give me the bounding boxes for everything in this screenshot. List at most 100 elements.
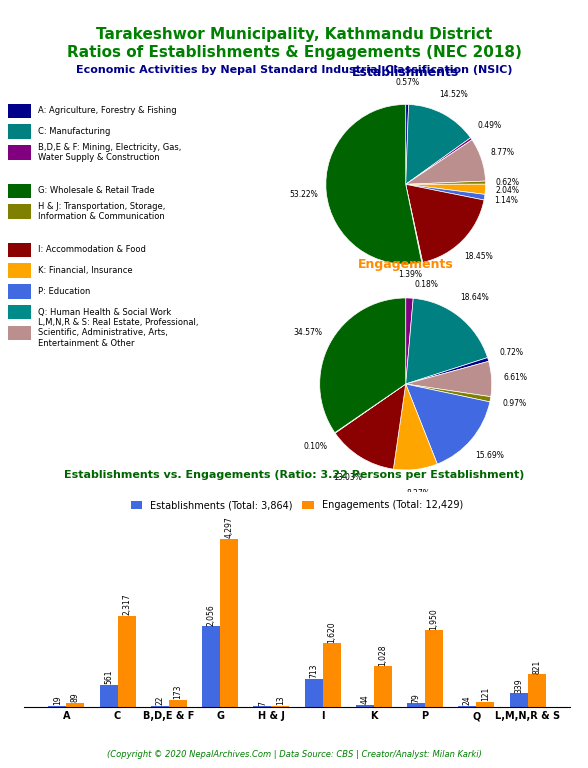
Text: 0.97%: 0.97%: [502, 399, 526, 408]
Text: 7: 7: [258, 701, 267, 706]
Wedge shape: [406, 137, 472, 184]
Text: Establishments vs. Engagements (Ratio: 3.22 Persons per Establishment): Establishments vs. Engagements (Ratio: 3…: [64, 470, 524, 480]
Title: Establishments: Establishments: [352, 66, 459, 79]
Text: 34.57%: 34.57%: [294, 328, 323, 337]
Text: 0.10%: 0.10%: [303, 442, 327, 451]
Wedge shape: [406, 184, 484, 263]
Text: K: Financial, Insurance: K: Financial, Insurance: [38, 266, 133, 275]
FancyBboxPatch shape: [8, 124, 31, 139]
Text: (Copyright © 2020 NepalArchives.Com | Data Source: CBS | Creator/Analyst: Milan : (Copyright © 2020 NepalArchives.Com | Da…: [106, 750, 482, 759]
Wedge shape: [406, 184, 423, 263]
FancyBboxPatch shape: [8, 305, 31, 319]
Text: 1.14%: 1.14%: [495, 197, 519, 205]
Text: 6.61%: 6.61%: [504, 373, 527, 382]
Text: C: Manufacturing: C: Manufacturing: [38, 127, 111, 136]
Bar: [356, 705, 374, 707]
Text: 173: 173: [173, 685, 182, 699]
Wedge shape: [406, 184, 485, 200]
Bar: [66, 703, 84, 707]
Text: L,M,N,R & S: Real Estate, Professional,
Scientific, Administrative, Arts,
Entert: L,M,N,R & S: Real Estate, Professional, …: [38, 318, 199, 348]
Wedge shape: [406, 104, 409, 184]
Text: 44: 44: [360, 694, 369, 704]
Bar: [476, 702, 495, 707]
Bar: [151, 706, 169, 707]
Text: P: Education: P: Education: [38, 287, 91, 296]
FancyBboxPatch shape: [8, 145, 31, 160]
FancyBboxPatch shape: [8, 104, 31, 118]
Wedge shape: [335, 384, 406, 433]
Bar: [510, 694, 527, 707]
FancyBboxPatch shape: [8, 326, 31, 340]
Bar: [407, 703, 425, 707]
Text: 561: 561: [104, 670, 113, 684]
Text: 14.52%: 14.52%: [440, 90, 469, 99]
FancyBboxPatch shape: [8, 263, 31, 278]
Text: 1,950: 1,950: [430, 608, 439, 630]
Text: 2,317: 2,317: [122, 594, 131, 615]
Wedge shape: [406, 298, 487, 384]
Text: I: Accommodation & Food: I: Accommodation & Food: [38, 246, 146, 254]
FancyBboxPatch shape: [8, 204, 31, 219]
Text: 1.39%: 1.39%: [399, 270, 423, 279]
Bar: [425, 631, 443, 707]
Text: 15.69%: 15.69%: [475, 451, 504, 459]
Legend: Establishments (Total: 3,864), Engagements (Total: 12,429): Establishments (Total: 3,864), Engagemen…: [127, 496, 467, 514]
Wedge shape: [393, 384, 437, 470]
Bar: [323, 644, 340, 707]
Text: 13: 13: [276, 696, 285, 706]
Title: Engagements: Engagements: [358, 258, 453, 271]
Text: Ratios of Establishments & Engagements (NEC 2018): Ratios of Establishments & Engagements (…: [66, 45, 522, 60]
Wedge shape: [406, 358, 489, 384]
Text: 19: 19: [53, 696, 62, 705]
Wedge shape: [406, 298, 413, 384]
Text: 2.04%: 2.04%: [496, 186, 520, 195]
Text: 0.49%: 0.49%: [477, 121, 502, 131]
Text: 13.03%: 13.03%: [333, 473, 362, 482]
Text: 339: 339: [514, 678, 523, 693]
Text: A: Agriculture, Forestry & Fishing: A: Agriculture, Forestry & Fishing: [38, 107, 176, 115]
Text: 0.57%: 0.57%: [396, 78, 420, 87]
Wedge shape: [406, 104, 470, 184]
Text: 713: 713: [309, 664, 318, 678]
Text: H & J: Transportation, Storage,
Information & Communication: H & J: Transportation, Storage, Informat…: [38, 202, 165, 221]
Bar: [169, 700, 187, 707]
FancyBboxPatch shape: [8, 284, 31, 299]
Text: Q: Human Health & Social Work: Q: Human Health & Social Work: [38, 308, 171, 316]
Text: B,D,E & F: Mining, Electricity, Gas,
Water Supply & Construction: B,D,E & F: Mining, Electricity, Gas, Wat…: [38, 143, 181, 162]
Text: 18.45%: 18.45%: [464, 252, 493, 260]
Bar: [459, 706, 476, 707]
Wedge shape: [406, 384, 491, 402]
Bar: [527, 674, 546, 707]
Bar: [118, 616, 135, 707]
Bar: [99, 684, 118, 707]
Text: 121: 121: [481, 687, 490, 701]
Text: 53.22%: 53.22%: [290, 190, 318, 199]
Text: Tarakeshwor Municipality, Kathmandu District: Tarakeshwor Municipality, Kathmandu Dist…: [96, 27, 492, 42]
Bar: [374, 667, 392, 707]
Text: 24: 24: [463, 695, 472, 705]
Wedge shape: [335, 384, 406, 469]
Bar: [305, 679, 323, 707]
Wedge shape: [326, 104, 422, 264]
Text: 4,297: 4,297: [225, 516, 233, 538]
Text: G: Wholesale & Retail Trade: G: Wholesale & Retail Trade: [38, 187, 155, 195]
Wedge shape: [406, 384, 490, 464]
Wedge shape: [406, 181, 486, 184]
Text: 0.62%: 0.62%: [496, 177, 520, 187]
Text: 8.77%: 8.77%: [491, 148, 515, 157]
Text: 1,620: 1,620: [327, 621, 336, 643]
Text: Economic Activities by Nepal Standard Industrial Classification (NSIC): Economic Activities by Nepal Standard In…: [76, 65, 512, 74]
Bar: [202, 626, 220, 707]
Wedge shape: [406, 184, 486, 194]
FancyBboxPatch shape: [8, 184, 31, 198]
FancyBboxPatch shape: [8, 243, 31, 257]
Text: 0.18%: 0.18%: [415, 280, 439, 289]
Bar: [220, 538, 238, 707]
Text: 1,028: 1,028: [378, 644, 387, 666]
Text: 8.27%: 8.27%: [406, 489, 430, 498]
Text: 89: 89: [71, 693, 80, 703]
Wedge shape: [406, 361, 492, 397]
Text: 821: 821: [532, 660, 541, 674]
Text: 0.72%: 0.72%: [499, 348, 523, 357]
Wedge shape: [406, 140, 486, 184]
